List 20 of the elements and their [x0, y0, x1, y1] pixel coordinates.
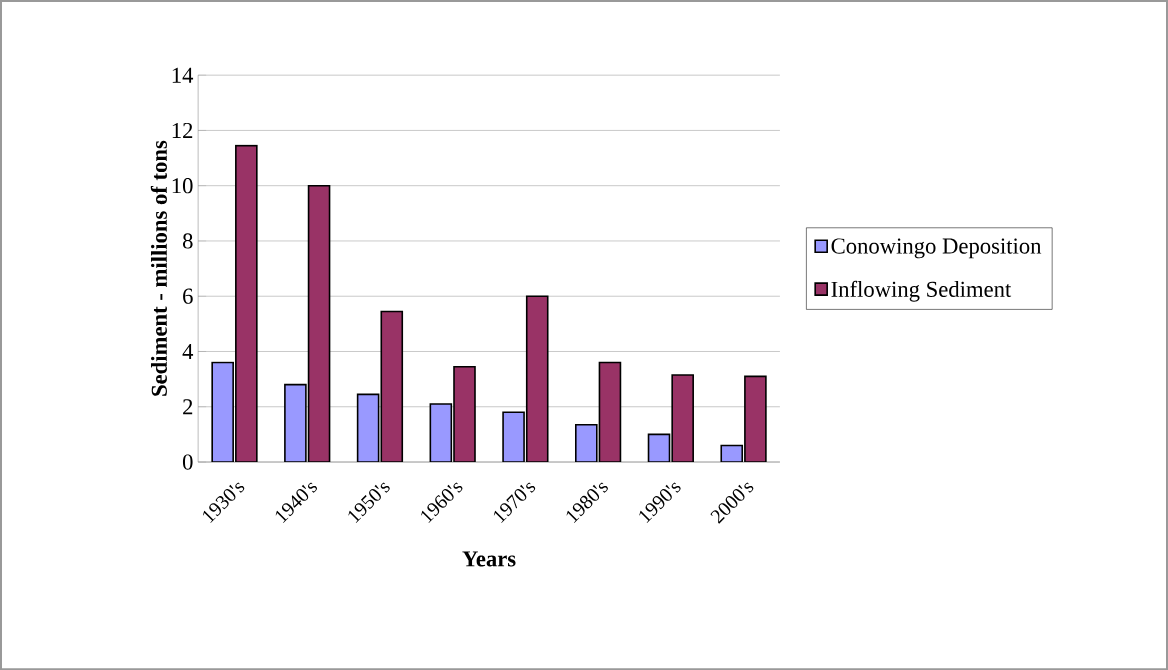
bar: [356, 393, 380, 462]
bar: [525, 295, 549, 462]
y-tick-label: 6: [183, 288, 193, 304]
legend-label: Conowingo Deposition: [831, 238, 1042, 259]
bar: [380, 310, 404, 462]
x-axis-title: Years: [462, 551, 516, 567]
legend-label: Inflowing Sediment: [831, 280, 1012, 302]
y-tick-label: 2: [183, 399, 193, 415]
y-tick-label: 12: [172, 122, 193, 138]
y-tick-label: 4: [182, 343, 194, 359]
y-tick-label: 0: [182, 454, 193, 470]
bar: [235, 144, 258, 462]
bar: [598, 361, 622, 462]
y-tick-label: 8: [182, 233, 193, 249]
bar: [647, 433, 671, 462]
y-tick-label: 10: [172, 177, 193, 194]
bar: [307, 184, 331, 462]
bar: [429, 403, 453, 462]
y-tick-label: 14: [172, 67, 194, 83]
y-axis-title: Sediment - millions of tons: [150, 140, 167, 396]
